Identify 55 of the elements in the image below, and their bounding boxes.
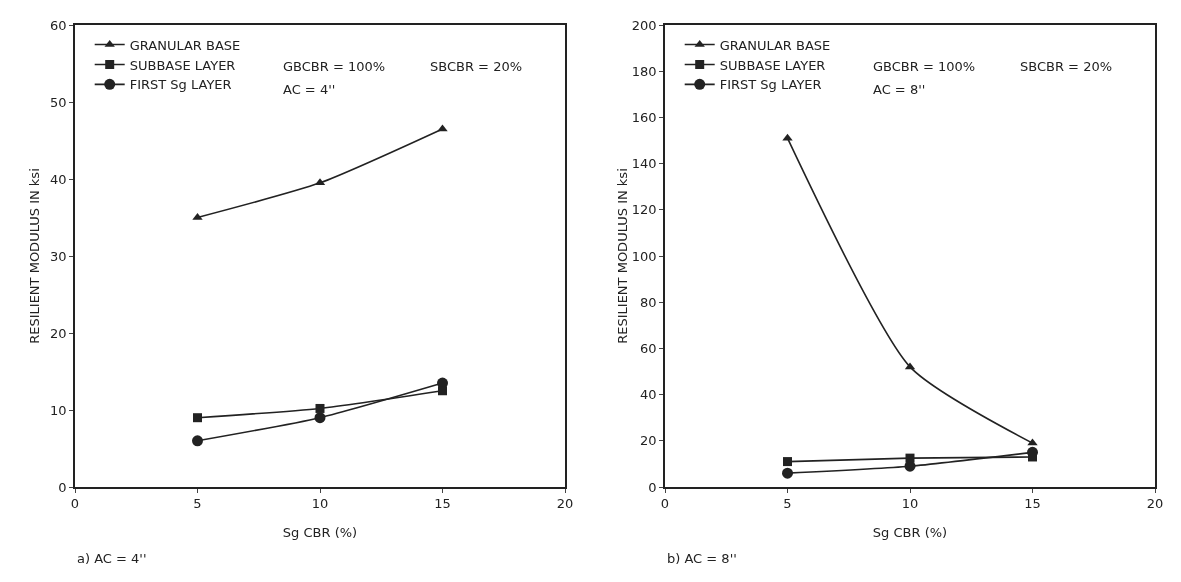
y-tick-label: 60 (640, 340, 657, 356)
y-tick-label: 80 (640, 294, 657, 310)
y-tick-label: 40 (640, 387, 657, 403)
point (905, 453, 915, 463)
y-tick-label: 50 (50, 94, 67, 110)
y-axis-title: RESILIENT MODULUS IN ksi (26, 168, 42, 344)
x-tick-label: 10 (901, 496, 919, 512)
x-tick-label: 15 (434, 496, 451, 512)
text: a) AC = 4'' (77, 551, 147, 566)
point (437, 124, 448, 132)
x-tick-label: 0 (70, 496, 80, 512)
y-tick-label: 0 (58, 479, 67, 495)
y-tick-label: 20 (50, 325, 67, 341)
point (438, 386, 447, 396)
x-axis-title: Sg CBR (%) (872, 524, 948, 540)
y-axis-title: RESILIENT MODULUS IN ksi (614, 168, 630, 344)
x-tick-label: 5 (783, 496, 792, 512)
y-tick-label: 180 (631, 63, 657, 79)
legend-label: SUBBASE LAYER (719, 57, 826, 73)
point (782, 467, 793, 479)
legend-label: GRANULAR BASE (719, 37, 831, 53)
annotation: AC = 8'' (873, 82, 926, 97)
legend-label: FIRST Sg LAYER (129, 77, 232, 93)
annotation: GBCBR = 100% (283, 59, 386, 74)
point (192, 435, 203, 447)
x-axis-title: Sg CBR (%) (282, 524, 358, 540)
y-tick-label: 160 (631, 109, 657, 125)
x-tick-label: 10 (311, 496, 329, 512)
annotation: AC = 4'' (283, 82, 336, 97)
y-tick-label: 40 (50, 171, 67, 187)
y-tick-label: 30 (50, 248, 67, 264)
annotation: GBCBR = 100% (873, 59, 976, 74)
y-tick-label: 20 (640, 433, 657, 449)
point (783, 457, 792, 467)
y-tick-label: 60 (50, 17, 67, 33)
y-tick-label: 120 (631, 202, 657, 218)
point (314, 412, 326, 424)
x-tick-label: 5 (193, 496, 202, 512)
x-tick-label: 0 (660, 496, 670, 512)
legend-label: SUBBASE LAYER (129, 57, 236, 73)
point (193, 413, 202, 423)
y-tick-label: 200 (631, 17, 657, 33)
y-tick-label: 10 (50, 402, 67, 418)
y-tick-label: 140 (631, 156, 657, 172)
legend-label: FIRST Sg LAYER (719, 77, 822, 93)
x-tick-label: 20 (556, 496, 574, 512)
annotation: SBCBR = 20% (1020, 59, 1113, 74)
y-tick-label: 0 (648, 479, 657, 495)
text: b) AC = 8'' (667, 551, 737, 566)
x-tick-label: 15 (1024, 496, 1041, 512)
y-tick-label: 100 (631, 248, 657, 264)
annotation: SBCBR = 20% (430, 59, 523, 74)
legend-label: GRANULAR BASE (129, 37, 241, 53)
point (315, 403, 325, 413)
x-tick-label: 20 (1146, 496, 1164, 512)
